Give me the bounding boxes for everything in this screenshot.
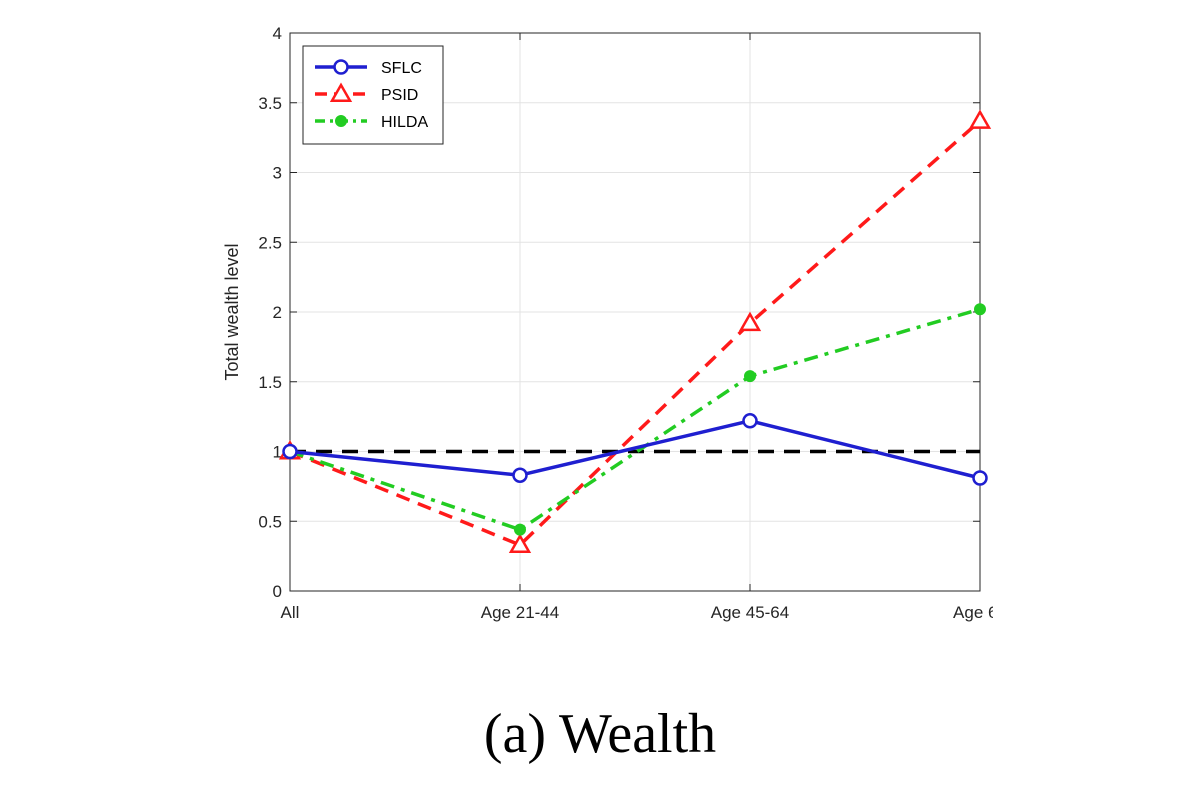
- series-layer: [278, 109, 992, 553]
- series-line-psid: [289, 119, 982, 547]
- series-sflc: [282, 413, 988, 486]
- y-axis-label: Total wealth level: [222, 243, 242, 380]
- y-tick-label: 0: [273, 582, 282, 601]
- x-tick-label: All: [281, 603, 300, 622]
- data-point: [508, 533, 532, 553]
- legend-label-sflc: SFLC: [381, 60, 422, 77]
- y-tick-label: 1.5: [258, 373, 282, 392]
- y-tick-label: 4: [273, 24, 282, 43]
- figure-caption: (a) Wealth: [483, 703, 717, 765]
- data-point: [968, 109, 992, 129]
- legend-label-psid: PSID: [381, 87, 418, 104]
- y-tick-label: 0.5: [258, 512, 282, 531]
- data-point: [972, 470, 988, 486]
- y-tick-label: 2.5: [258, 233, 282, 252]
- data-point: [512, 467, 528, 483]
- data-point: [744, 370, 756, 383]
- y-tick-label: 2: [273, 303, 282, 322]
- data-point: [282, 443, 298, 460]
- data-point: [333, 59, 349, 75]
- x-tick-label: Age 45-64: [711, 603, 789, 622]
- data-point: [742, 413, 758, 429]
- y-tick-label: 3.5: [258, 94, 282, 113]
- y-tick-label: 1: [273, 443, 282, 462]
- data-point: [335, 115, 347, 127]
- series-line-sflc: [289, 419, 981, 480]
- chart: 0 0.5 1 1.5 2 2.5 3 3.5 4 All Age 21-44 Age 45-64 Ag…: [222, 24, 1007, 622]
- data-point: [514, 523, 526, 536]
- data-point: [738, 311, 762, 332]
- data-point: [329, 82, 353, 102]
- x-tick-label: Age 21-44: [481, 603, 559, 622]
- x-tick-label: Age 65: [953, 603, 1007, 622]
- y-tick-label: 3: [273, 164, 282, 183]
- legend: SFLC PSID HILDA: [302, 45, 444, 145]
- legend-label-hilda: HILDA: [381, 114, 428, 131]
- data-point: [974, 303, 986, 316]
